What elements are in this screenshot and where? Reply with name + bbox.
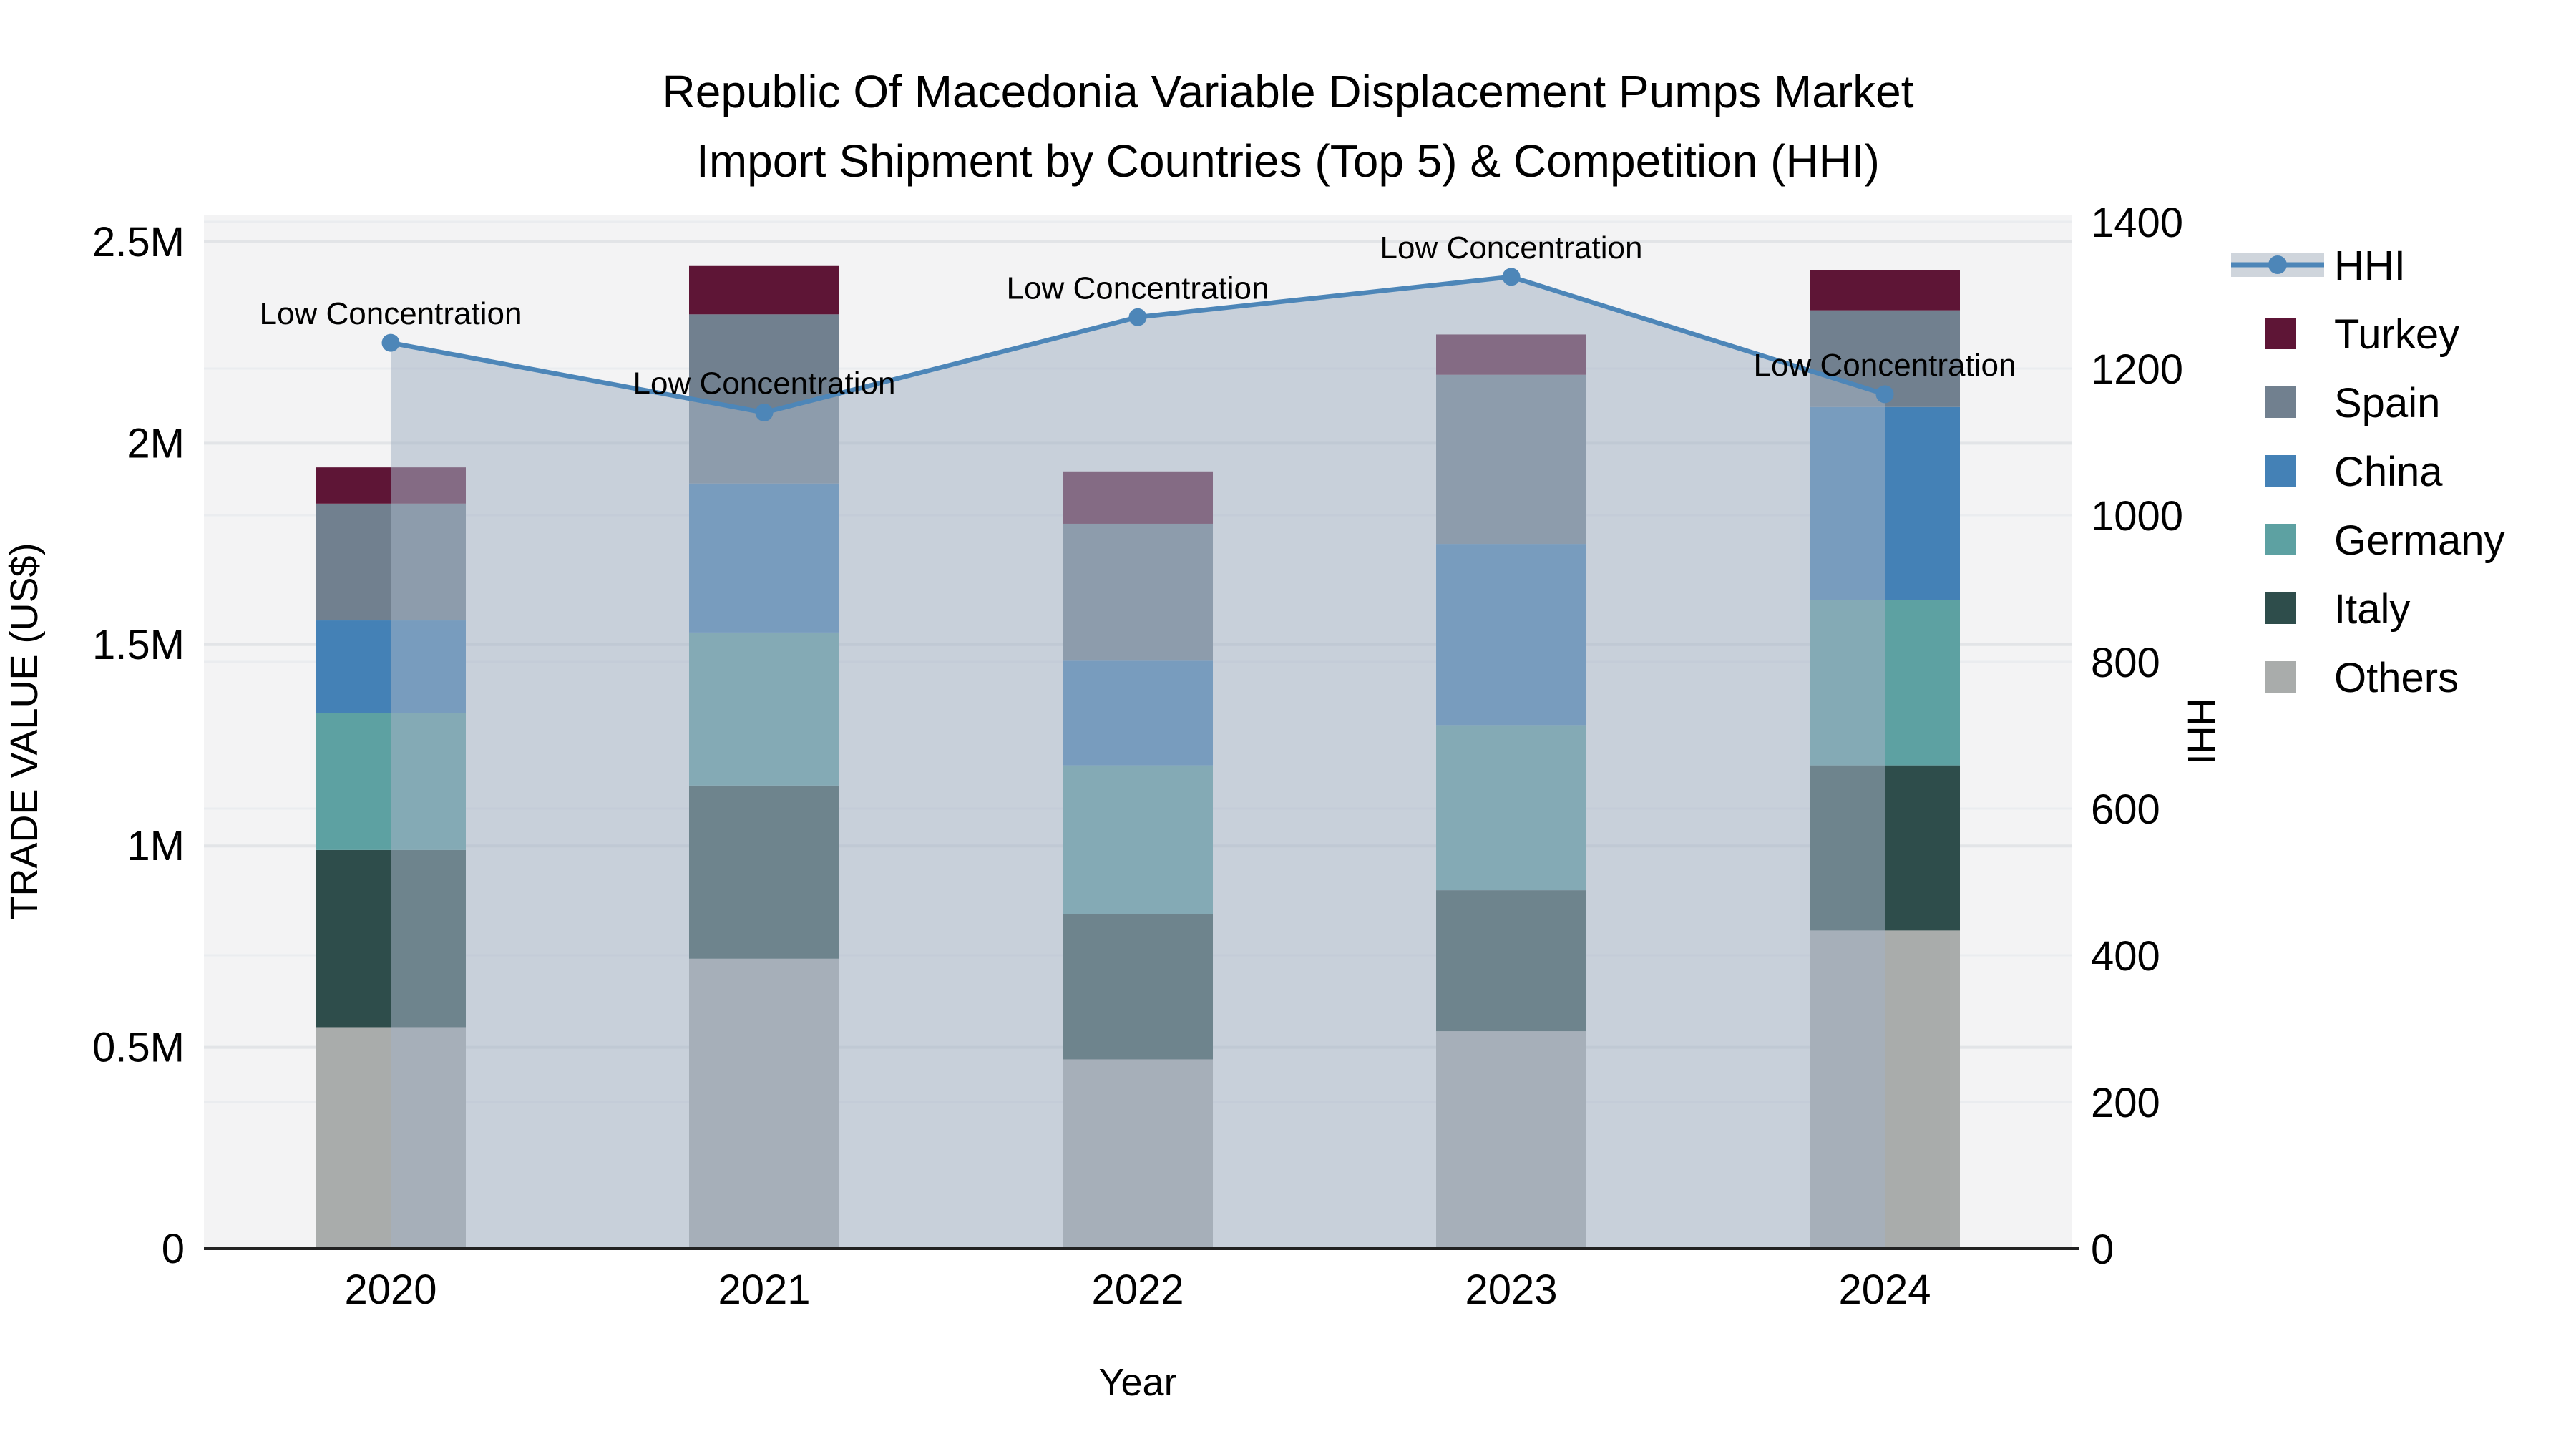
annotation-2021: Low Concentration — [633, 366, 896, 401]
china-swatch-icon — [2265, 455, 2296, 487]
hhi-marker-2022 — [1128, 308, 1147, 326]
legend-item-germany[interactable]: Germany — [2265, 517, 2505, 564]
y-right-tick-800: 800 — [2091, 640, 2160, 686]
germany-swatch-icon — [2265, 524, 2296, 555]
x-tick-2021: 2021 — [718, 1267, 810, 1313]
y-left-tick-1.5M: 1.5M — [92, 622, 185, 668]
hhi-marker-2021 — [755, 404, 774, 421]
hhi-marker-icon — [2268, 255, 2287, 274]
y-left-tick-0.5M: 0.5M — [92, 1025, 185, 1071]
y-left-tick-2M: 2M — [127, 420, 185, 467]
legend-label-china: China — [2334, 449, 2443, 495]
bar-segment-2024-turkey — [1810, 270, 1960, 311]
hhi-line — [381, 268, 1894, 421]
hhi-area-fill — [391, 276, 1885, 1249]
hhi-marker-2023 — [1502, 268, 1521, 286]
legend-label-hhi: HHI — [2334, 243, 2406, 289]
annotation-2020: Low Concentration — [260, 296, 522, 331]
tick-labels: 0 0.5M 1M 1.5M 2M 2.5M 0 200 400 600 800 1000 1200 14… — [92, 200, 2183, 1313]
legend-item-china[interactable]: China — [2265, 449, 2443, 495]
spain-swatch-icon — [2265, 386, 2296, 418]
hhi-marker-2024 — [1875, 385, 1894, 404]
y-right-axis-title: HHI — [2180, 698, 2223, 765]
x-tick-2023: 2023 — [1465, 1267, 1557, 1313]
legend-item-turkey[interactable]: Turkey — [2265, 311, 2459, 358]
y-left-tick-2.5M: 2.5M — [92, 219, 185, 265]
legend-label-italy: Italy — [2334, 586, 2410, 633]
italy-swatch-icon — [2265, 592, 2296, 624]
y-right-tick-1000: 1000 — [2091, 493, 2183, 540]
hhi-marker-2020 — [381, 333, 400, 352]
legend-item-italy[interactable]: Italy — [2265, 586, 2410, 633]
x-tick-2020: 2020 — [344, 1267, 436, 1313]
annotation-2023: Low Concentration — [1380, 230, 1643, 265]
bar-segment-2021-turkey — [689, 265, 839, 315]
y-right-tick-1400: 1400 — [2091, 200, 2183, 246]
y-left-axis-title: TRADE VALUE (US$) — [3, 542, 46, 919]
y-right-tick-0: 0 — [2091, 1226, 2114, 1273]
x-tick-2022: 2022 — [1091, 1267, 1184, 1313]
legend-label-turkey: Turkey — [2334, 311, 2459, 358]
legend-item-hhi[interactable]: HHI — [2231, 243, 2406, 289]
x-tick-2024: 2024 — [1838, 1267, 1931, 1313]
annotation-2022: Low Concentration — [1007, 270, 1269, 306]
others-swatch-icon — [2265, 661, 2296, 693]
y-left-tick-1M: 1M — [127, 823, 185, 869]
y-left-tick-0: 0 — [162, 1226, 185, 1272]
hhi-area-polygon — [391, 276, 1885, 1249]
chart-title-line-2: Import Shipment by Countries (Top 5) & C… — [696, 135, 1880, 187]
turkey-swatch-icon — [2265, 318, 2296, 349]
y-right-tick-400: 400 — [2091, 933, 2160, 980]
y-right-tick-200: 200 — [2091, 1080, 2160, 1126]
annotation-2024: Low Concentration — [1754, 348, 2016, 383]
chart-title-line-1: Republic Of Macedonia Variable Displacem… — [663, 66, 1914, 117]
legend-label-germany: Germany — [2334, 517, 2505, 564]
legend-label-others: Others — [2334, 655, 2459, 701]
legend: HHI Turkey Spain China Germany Italy Oth… — [2231, 243, 2505, 701]
legend-item-spain[interactable]: Spain — [2265, 380, 2440, 426]
annotations: Low Concentration Low Concentration Low Co… — [260, 230, 2016, 401]
legend-label-spain: Spain — [2334, 380, 2440, 426]
legend-item-others[interactable]: Others — [2265, 655, 2459, 701]
y-right-tick-1200: 1200 — [2091, 346, 2183, 393]
y-right-tick-600: 600 — [2091, 786, 2160, 833]
x-axis-title: Year — [1098, 1361, 1176, 1404]
